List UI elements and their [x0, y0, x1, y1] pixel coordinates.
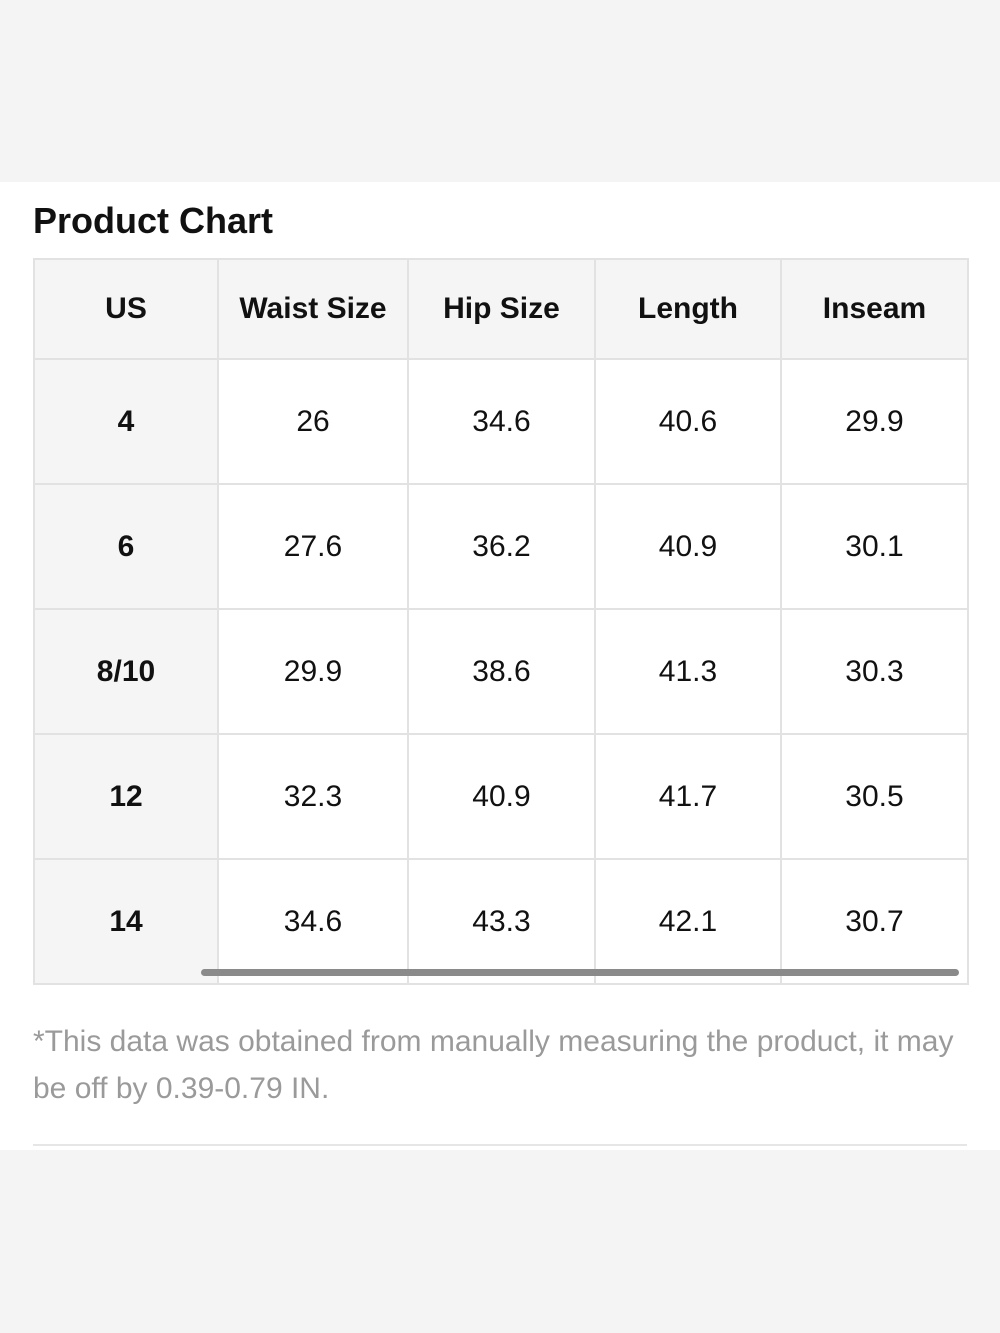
- footnote: *This data was obtained from manually me…: [33, 1025, 954, 1105]
- column-header: Inseam: [780, 258, 969, 360]
- measure-cell: 26: [217, 358, 409, 485]
- measure-cell: 34.6: [407, 358, 596, 485]
- table-row: 6 27.6 36.2 40.9 30.1: [33, 483, 969, 610]
- size-cell: 12: [33, 733, 219, 860]
- column-header: US: [33, 258, 219, 360]
- measure-cell: 29.9: [217, 608, 409, 735]
- measure-cell: 42.1: [594, 858, 782, 985]
- measure-cell: 30.7: [780, 858, 969, 985]
- table-row: 8/10 29.9 38.6 41.3 30.3: [33, 608, 969, 735]
- size-cell: 4: [33, 358, 219, 485]
- table-row: 4 26 34.6 40.6 29.9: [33, 358, 969, 485]
- measure-cell: 32.3: [217, 733, 409, 860]
- measure-cell: 41.3: [594, 608, 782, 735]
- title: Product Chart: [33, 200, 274, 241]
- measure-cell: 41.7: [594, 733, 782, 860]
- size-table: US Waist Size Hip Size Length Inseam 4 26 34.6…: [33, 258, 969, 985]
- measure-cell: 43.3: [407, 858, 596, 985]
- measure-cell: 29.9: [780, 358, 969, 485]
- table-row: 12 32.3 40.9 41.7 30.5: [33, 733, 969, 860]
- measure-cell: 40.6: [594, 358, 782, 485]
- scrollbar[interactable]: [201, 969, 959, 976]
- bottom-backdrop: [0, 1150, 1000, 1333]
- divider: [33, 1144, 967, 1146]
- measure-cell: 34.6: [217, 858, 409, 985]
- table-row: 14 34.6 43.3 42.1 30.7: [33, 858, 969, 985]
- measure-cell: 30.1: [780, 483, 969, 610]
- column-header: Length: [594, 258, 782, 360]
- measure-cell: 30.3: [780, 608, 969, 735]
- header-row: US Waist Size Hip Size Length Inseam: [33, 258, 969, 360]
- size-cell: 8/10: [33, 608, 219, 735]
- measure-cell: 30.5: [780, 733, 969, 860]
- measure-cell: 38.6: [407, 608, 596, 735]
- measure-cell: 40.9: [594, 483, 782, 610]
- measure-cell: 40.9: [407, 733, 596, 860]
- measure-cell: 36.2: [407, 483, 596, 610]
- top-backdrop: [0, 0, 1000, 182]
- column-header: Hip Size: [407, 258, 596, 360]
- measure-cell: 27.6: [217, 483, 409, 610]
- column-header: Waist Size: [217, 258, 409, 360]
- table-container: US Waist Size Hip Size Length Inseam 4 26 34.6…: [33, 258, 969, 985]
- size-cell: 6: [33, 483, 219, 610]
- size-cell: 14: [33, 858, 219, 985]
